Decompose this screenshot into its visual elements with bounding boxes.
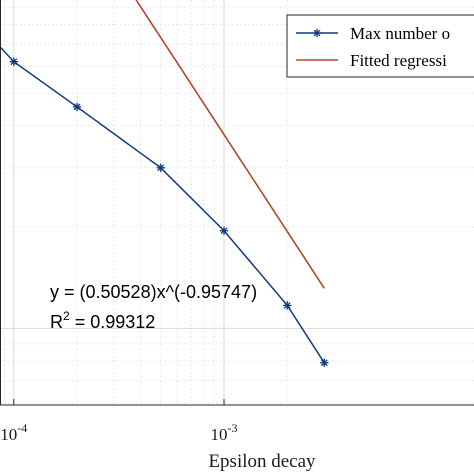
fitted-regression-line bbox=[135, 0, 325, 289]
data-point-7-arm-3 bbox=[320, 359, 328, 367]
data-point-6-arm-3 bbox=[283, 301, 291, 309]
legend-star-arm-3 bbox=[313, 29, 321, 37]
x-tick-exponent: -4 bbox=[17, 421, 27, 435]
equation-text: y = (0.50528)x^(-0.95747) bbox=[50, 282, 257, 302]
grid bbox=[0, 0, 474, 404]
axes bbox=[0, 0, 474, 406]
data-point-4-arm-3 bbox=[157, 164, 165, 172]
legend-star-marker bbox=[312, 28, 322, 38]
regression-annotation: y = (0.50528)x^(-0.95747) R2 = 0.99312 bbox=[50, 282, 257, 332]
x-tick-base: 10 bbox=[211, 425, 228, 444]
x-tick-labels: 10-4 10-3 bbox=[0, 399, 238, 444]
data-point-2-arm-3 bbox=[10, 58, 18, 66]
x-tick-label-1: 10-3 bbox=[211, 421, 238, 444]
plot-series bbox=[0, 0, 329, 367]
legend-star bbox=[312, 28, 322, 38]
legend: Max number o Fitted regressi bbox=[286, 14, 474, 78]
legend-label-series-1: Max number o bbox=[350, 24, 450, 43]
r-squared-label: R bbox=[50, 312, 63, 332]
max-number-series-line bbox=[0, 45, 325, 364]
data-point-3-arm-3 bbox=[73, 103, 81, 111]
r-squared-text: R2 = 0.99312 bbox=[50, 309, 155, 332]
x-tick-base: 10 bbox=[0, 425, 17, 444]
data-point-5 bbox=[219, 226, 229, 235]
x-tick-label-0: 10-4 bbox=[0, 421, 27, 444]
legend-label-series-2: Fitted regressi bbox=[350, 51, 447, 70]
data-point-5-arm-3 bbox=[220, 227, 228, 235]
x-tick-exponent: -3 bbox=[228, 421, 238, 435]
data-point-6 bbox=[283, 301, 292, 310]
x-axis-label: Epsilon decay bbox=[208, 451, 316, 472]
r-squared-value: = 0.99312 bbox=[70, 312, 156, 332]
data-point-7 bbox=[320, 358, 329, 367]
r-squared-exponent: 2 bbox=[63, 309, 70, 323]
data-point-2 bbox=[9, 57, 18, 66]
data-point-4 bbox=[156, 163, 165, 172]
data-point-3 bbox=[72, 102, 82, 112]
legend-box bbox=[286, 14, 474, 78]
